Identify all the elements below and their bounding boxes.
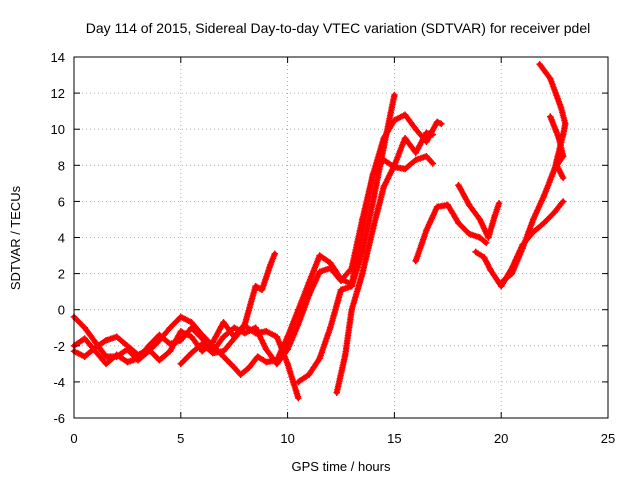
x-tick-label: 25 [601, 431, 615, 446]
data-series [455, 181, 503, 241]
series-markers [333, 129, 435, 396]
data-series [70, 250, 278, 364]
x-tick-label: 5 [177, 431, 184, 446]
y-tick-label: -6 [53, 411, 65, 426]
series-markers [70, 111, 444, 378]
y-tick-label: 10 [51, 122, 65, 137]
data-series [412, 201, 490, 265]
y-axis-label: SDTVAR / TECUs [8, 185, 23, 290]
series-markers [70, 252, 278, 364]
y-tick-label: 4 [58, 231, 65, 246]
y-tick-label: -2 [53, 339, 65, 354]
data-series [177, 322, 302, 402]
y-tick-label: 14 [51, 50, 65, 65]
x-tick-label: 10 [280, 431, 294, 446]
y-tick-label: 12 [51, 86, 65, 101]
y-tick-label: 6 [58, 194, 65, 209]
data-series [333, 129, 437, 396]
x-axis-label: GPS time / hours [292, 459, 391, 474]
data-point [559, 174, 567, 182]
series-markers [412, 201, 489, 265]
series-markers [177, 322, 301, 400]
y-tick-label: 8 [58, 158, 65, 173]
x-tick-label: 0 [70, 431, 77, 446]
data-series [547, 113, 567, 182]
series-markers [455, 182, 502, 241]
y-tick-label: 0 [58, 303, 65, 318]
x-tick-label: 20 [494, 431, 508, 446]
series-markers [547, 113, 567, 180]
chart-title: Day 114 of 2015, Sidereal Day-to-day VTE… [86, 20, 590, 36]
y-tick-label: 2 [58, 267, 65, 282]
data-series [295, 91, 398, 386]
x-tick-label: 15 [387, 431, 401, 446]
axis-ticks: 0 5 10 15 20 25 -6 -4 -2 0 2 4 6 8 10 12 14 [51, 50, 616, 446]
series-markers [70, 153, 435, 368]
data-series-group [70, 61, 569, 402]
series-markers [295, 93, 398, 386]
y-tick-label: -4 [53, 375, 65, 390]
